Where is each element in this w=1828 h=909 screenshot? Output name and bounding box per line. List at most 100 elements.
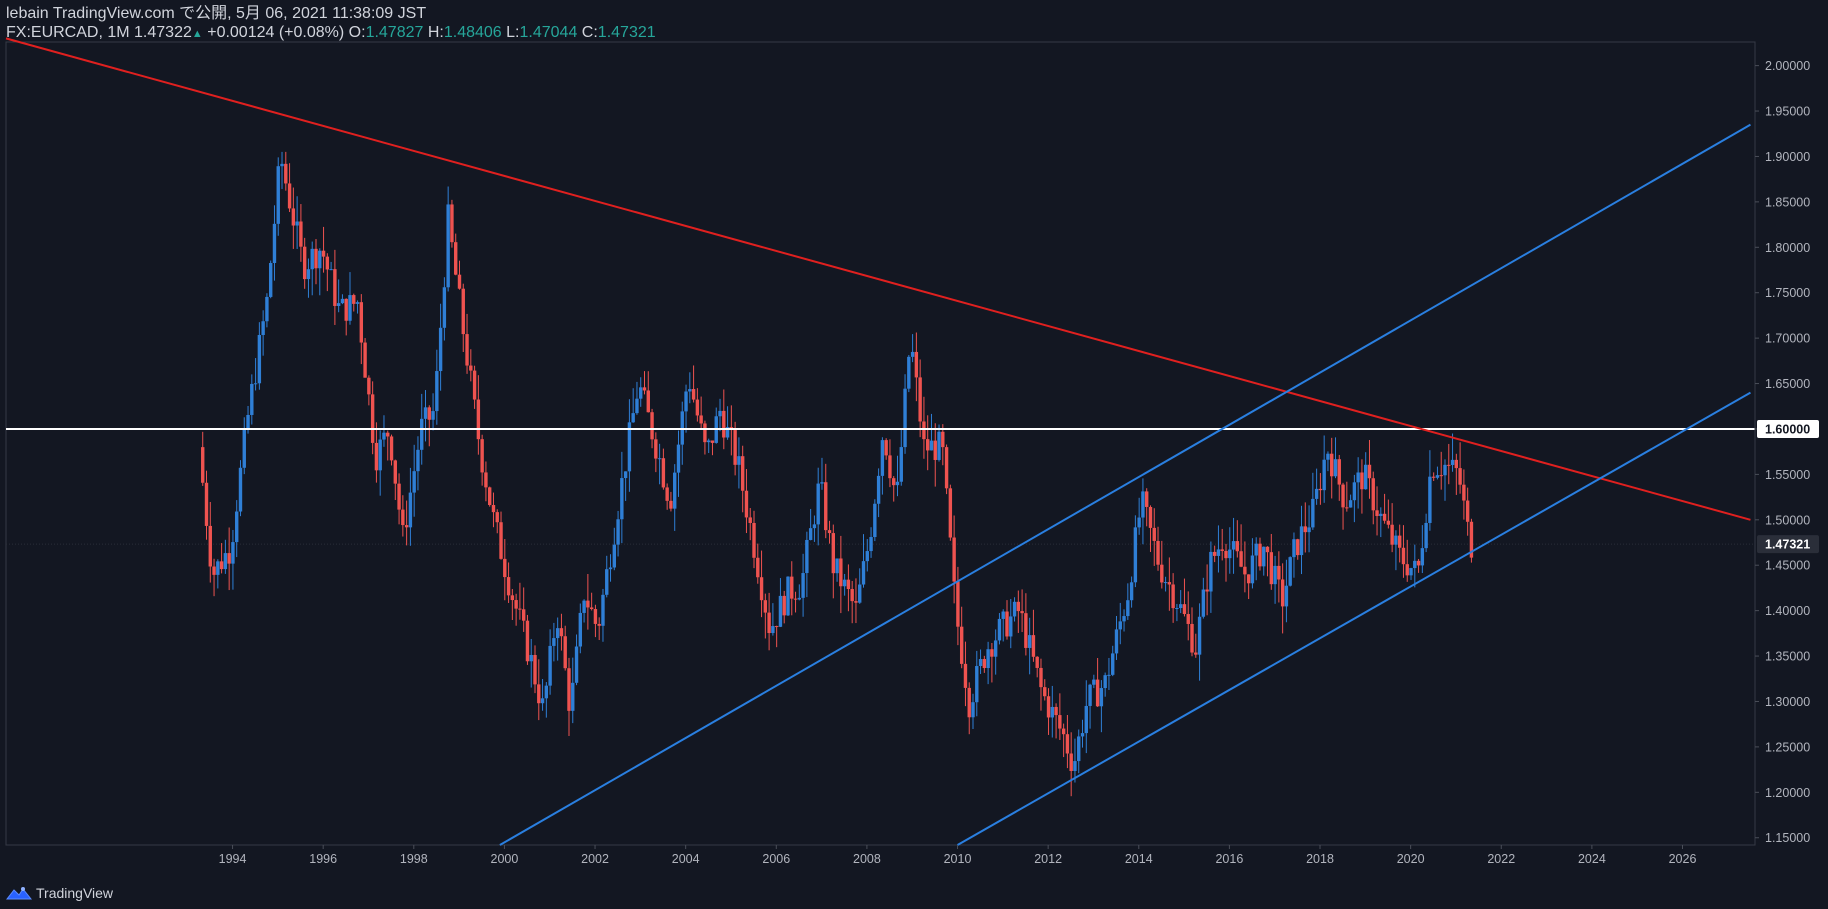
candle-body [435, 371, 439, 412]
candle-body [1379, 513, 1383, 516]
candle-body [533, 654, 537, 685]
candle-body [669, 500, 673, 509]
candle-body [986, 649, 990, 669]
candle-body [1277, 565, 1281, 580]
candle-body [367, 377, 371, 395]
candle-body [1326, 453, 1330, 460]
x-tick-label: 2004 [672, 852, 700, 866]
x-tick-label: 2006 [762, 852, 790, 866]
candle-body [793, 598, 798, 600]
candle-body [1356, 472, 1360, 483]
trendline-channel-lower[interactable] [957, 391, 1751, 846]
candle-body [1243, 566, 1247, 575]
trendline-resistance[interactable] [5, 37, 1751, 521]
candle-body [895, 481, 900, 486]
candle-body [329, 269, 333, 271]
y-tick-label: 1.45000 [1765, 559, 1810, 573]
candle-body [805, 539, 809, 574]
candle-body [465, 334, 469, 366]
candle-body [786, 576, 790, 616]
candle-body [363, 342, 367, 378]
trendline-channel-upper[interactable] [499, 123, 1751, 846]
x-tick-label: 2018 [1306, 852, 1334, 866]
candle-body [336, 303, 341, 306]
x-tick-label: 1996 [309, 852, 337, 866]
candle-body [605, 569, 609, 595]
close-value: 1.47321 [597, 24, 656, 41]
x-tick-label: 2022 [1487, 852, 1515, 866]
candle-body [1152, 527, 1156, 541]
candle-body [1009, 616, 1013, 637]
candle-body [401, 509, 405, 526]
candle-body [231, 542, 235, 564]
plot-area[interactable] [5, 41, 1756, 846]
candle-body [612, 544, 616, 568]
candle-body [1099, 688, 1104, 707]
candle-body [963, 663, 968, 688]
candle-body [699, 415, 703, 424]
candle-body [567, 668, 571, 711]
candle-body [344, 298, 348, 321]
y-tick-label: 1.20000 [1765, 786, 1810, 800]
close-label: C: [581, 24, 598, 41]
y-tick-label: 1.90000 [1765, 150, 1810, 164]
candle-body [540, 698, 545, 704]
footer-brand: TradingView [36, 885, 114, 901]
candle-body [1027, 635, 1032, 648]
symbol-label: FX:EURCAD, 1M [6, 24, 130, 41]
last-price-label: 1.47321 [1757, 535, 1819, 554]
candle-body [299, 221, 303, 247]
candle-body [393, 460, 397, 484]
candle-body [812, 524, 817, 529]
candle-body [1175, 607, 1179, 609]
candle-body [593, 609, 598, 624]
candle-body [1182, 604, 1187, 615]
candle-body [1303, 526, 1307, 533]
candle-body [559, 628, 564, 637]
candle-body [820, 482, 824, 484]
candle-body [552, 638, 556, 646]
candle-body [925, 439, 930, 451]
candle-body [850, 589, 854, 602]
x-tick-label: 2012 [1034, 852, 1062, 866]
candle-body [272, 223, 277, 263]
candle-body [733, 430, 737, 465]
candle-body [525, 620, 530, 662]
tradingview-logo-icon [6, 887, 32, 900]
candle-body [450, 204, 454, 243]
candle-body [767, 612, 771, 634]
candle-body [646, 390, 650, 413]
candle-body [948, 488, 953, 538]
candle-body [521, 609, 526, 621]
candle-body [990, 649, 994, 657]
svg-text:1.47321: 1.47321 [1765, 538, 1810, 552]
candle-body [941, 431, 945, 448]
candle-body [397, 483, 401, 510]
candle-body [1216, 549, 1221, 556]
candle-body [1073, 761, 1077, 771]
y-tick-label: 1.30000 [1765, 695, 1810, 709]
x-tick-label: 2026 [1669, 852, 1697, 866]
candle-body [808, 528, 813, 540]
candle-body [227, 553, 231, 564]
candle-body [325, 256, 330, 270]
candle-body [944, 447, 949, 489]
candle-body [676, 444, 681, 473]
candle-body [510, 595, 515, 601]
candle-body [801, 573, 805, 598]
candle-body [1435, 475, 1440, 478]
candle-body [1299, 526, 1304, 556]
candle-body [1439, 475, 1443, 477]
candle-body [1061, 728, 1066, 735]
price-axis[interactable] [1755, 42, 1828, 845]
candle-body [257, 335, 262, 384]
candle-body [831, 533, 836, 574]
y-tick-label: 1.50000 [1765, 513, 1810, 527]
candle-body [782, 595, 786, 616]
candle-body [1122, 616, 1126, 622]
candle-body [1262, 546, 1266, 567]
candle-body [446, 204, 450, 288]
candle-body [665, 487, 669, 501]
candle-body [1330, 453, 1334, 477]
